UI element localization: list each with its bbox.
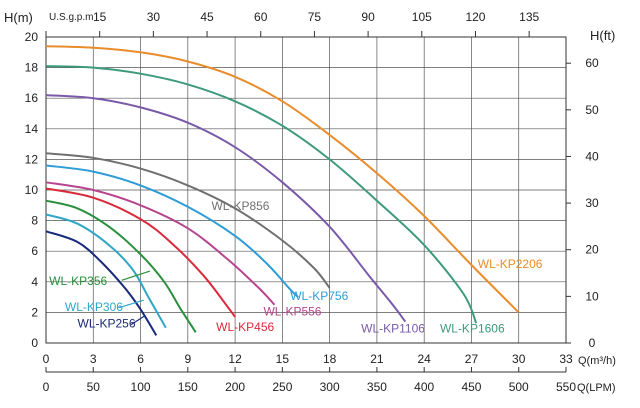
bottom-tick-label: 18 <box>323 352 337 366</box>
top-tick-label: 90 <box>361 10 375 24</box>
label-wl-kp306: WL-KP306 <box>65 300 123 314</box>
lpm-tick-label: 400 <box>414 380 434 394</box>
right-tick-label: 20 <box>585 243 599 257</box>
top-axis-title: U.S.g.p.m <box>49 12 93 23</box>
top-tick-label: 30 <box>147 10 161 24</box>
lpm-tick-label: 100 <box>131 380 151 394</box>
left-tick-label: 16 <box>25 91 39 105</box>
top-tick-label: 135 <box>519 10 539 24</box>
bottom-axis-title: Q(m³/h) <box>578 355 616 367</box>
leader-wl-kp356 <box>121 270 151 281</box>
lpm-tick-label: 300 <box>320 380 340 394</box>
top-tick-label: 15 <box>93 10 107 24</box>
bottom-tick-label: 12 <box>228 352 242 366</box>
bottom-tick-label: 21 <box>370 352 384 366</box>
bottom-tick-label: 30 <box>512 352 526 366</box>
right-tick-label: 30 <box>585 196 599 210</box>
curve-wl-kp856 <box>45 152 331 289</box>
bottom-tick-label: 15 <box>276 352 290 366</box>
left-tick-label: 4 <box>31 275 38 289</box>
right-tick-label: 60 <box>585 56 599 70</box>
series-lines <box>45 45 520 336</box>
label-wl-kp756: WL-KP756 <box>290 289 348 303</box>
right-tick-label: 0 <box>589 336 596 350</box>
curve-wl-kp306 <box>45 213 167 329</box>
label-wl-kp356: WL-KP356 <box>49 274 107 288</box>
bottom-tick-label: 0 <box>43 352 50 366</box>
lpm-tick-label: 250 <box>272 380 292 394</box>
label-wl-kp856: WL-KP856 <box>211 199 269 213</box>
right-tick-label: 40 <box>585 149 599 163</box>
lpm-tick-label: 200 <box>225 380 245 394</box>
lpm-tick-label: 50 <box>87 380 101 394</box>
plot-frame <box>45 36 567 344</box>
curve-wl-kp256 <box>45 230 158 336</box>
curve-wl-kp1106 <box>45 94 407 323</box>
right-tick-label: 50 <box>585 103 599 117</box>
bottom-tick-label: 9 <box>184 352 191 366</box>
left-axis-title: H(m) <box>4 10 33 25</box>
lpm-tick-label: 450 <box>461 380 481 394</box>
bottom-tick-label: 27 <box>465 352 479 366</box>
bottom-tick-label: 24 <box>418 352 432 366</box>
left-tick-label: 10 <box>25 183 39 197</box>
lpm-tick-label: 550 <box>556 380 576 394</box>
curve-wl-kp1606 <box>45 65 478 324</box>
left-tick-label: 0 <box>31 336 38 350</box>
lpm-axis-title: Q(LPM) <box>577 382 616 394</box>
label-wl-kp456: WL-KP456 <box>216 320 274 334</box>
lpm-tick-label: 0 <box>43 380 50 394</box>
left-tick-label: 8 <box>31 214 38 228</box>
series-labels: WL-KP2206 WL-KP1606 WL-KP1106 WL-KP856 WL-KP… <box>49 199 543 335</box>
curve-wl-kp356 <box>45 199 197 333</box>
curve-wl-kp2206 <box>45 45 520 314</box>
left-tick-label: 18 <box>25 61 39 75</box>
leader-wl-kp256 <box>130 314 146 326</box>
curve-wl-kp556 <box>45 181 276 306</box>
label-leader-lines <box>118 270 151 326</box>
label-wl-kp1606: WL-KP1606 <box>440 321 505 335</box>
bottom-tick-label: 3 <box>90 352 97 366</box>
bottom-tick-label: 33 <box>559 352 573 366</box>
curve-wl-kp456 <box>45 187 236 318</box>
curve-wl-kp756 <box>45 164 299 298</box>
label-wl-kp1106: WL-KP1106 <box>361 321 425 335</box>
left-tick-label: 6 <box>31 244 38 258</box>
leader-wl-kp306 <box>118 299 144 309</box>
left-tick-label: 12 <box>25 152 39 166</box>
left-tick-label: 14 <box>25 122 39 136</box>
right-tick-label: 10 <box>585 289 599 303</box>
top-tick-label: 45 <box>200 10 214 24</box>
right-axis-title: H(ft) <box>590 28 615 43</box>
label-wl-kp256: WL-KP256 <box>78 317 136 331</box>
label-wl-kp556: WL-KP556 <box>263 304 321 318</box>
left-tick-label: 2 <box>31 305 38 319</box>
bottom-tick-label: 6 <box>137 352 144 366</box>
label-wl-kp2206: WL-KP2206 <box>478 257 543 271</box>
lpm-tick-label: 150 <box>178 380 198 394</box>
lpm-tick-label: 350 <box>367 380 387 394</box>
axes: 02468101214161820H(m)0102030405060H(ft)0… <box>4 10 616 394</box>
lpm-tick-label: 500 <box>509 380 529 394</box>
left-tick-label: 20 <box>25 30 39 44</box>
top-tick-label: 105 <box>412 10 432 24</box>
top-tick-label: 120 <box>465 10 485 24</box>
top-tick-label: 60 <box>254 10 268 24</box>
top-tick-label: 75 <box>308 10 322 24</box>
